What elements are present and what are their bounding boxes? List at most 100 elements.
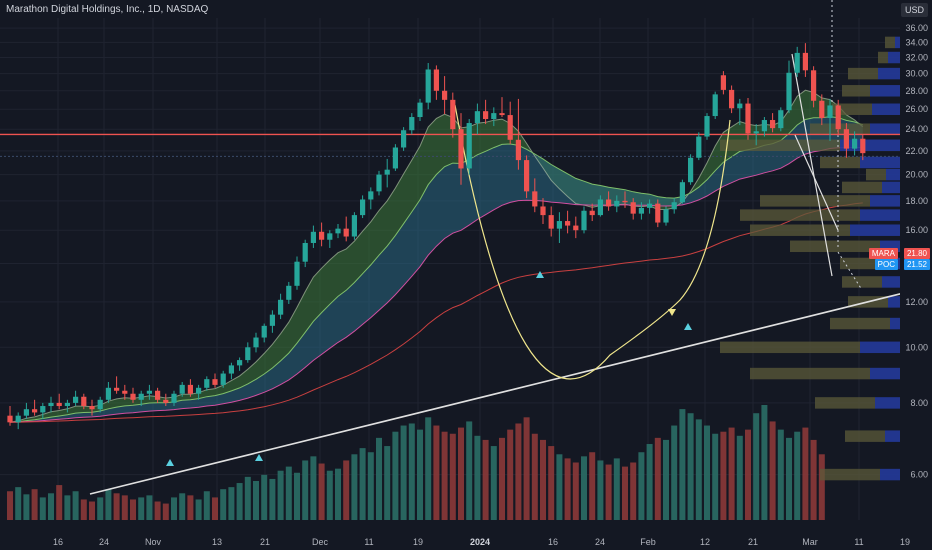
volume-bar: [80, 499, 87, 520]
volume-bar: [499, 437, 505, 520]
candle-body: [466, 123, 472, 169]
volume-bar: [244, 476, 251, 520]
volume-bar: [761, 405, 768, 520]
candle-body: [843, 129, 849, 149]
candle-body: [565, 221, 571, 226]
volume-bar: [802, 427, 809, 520]
volume-bar: [392, 431, 399, 520]
volume-bar: [769, 421, 776, 520]
candle-body: [392, 147, 398, 169]
price-axis[interactable]: 36.00 34.00 32.00 30.00 28.00 26.00 24.00 22.00…: [900, 0, 932, 550]
profile-bar-up: [790, 240, 880, 253]
profile-bar-up: [760, 195, 870, 207]
candle-body: [327, 233, 333, 240]
candle-body: [269, 314, 275, 326]
candle-body: [114, 387, 120, 391]
volume-bar: [736, 435, 743, 520]
candle-body: [524, 160, 530, 192]
profile-bar-up: [842, 85, 870, 97]
profile-bar-up: [832, 103, 872, 115]
candle-body: [827, 105, 833, 119]
signal-marker: [255, 454, 263, 461]
volume-bar: [203, 491, 210, 520]
candle-body: [532, 191, 538, 207]
volume-bar: [605, 464, 612, 520]
volume-bar: [7, 491, 13, 520]
volume-bar: [441, 431, 448, 520]
profile-bar-down: [850, 224, 900, 236]
volume-bar: [318, 463, 325, 520]
candle-body: [811, 70, 817, 101]
profile-bar-up: [885, 36, 895, 49]
volume-bar: [482, 439, 489, 520]
time-axis[interactable]: 16 24 Nov 13 21 Dec 11 19 2024 16 24 Feb 12 21 Mar 11 19: [53, 537, 910, 547]
volume-bar: [613, 458, 620, 520]
volume-bar: [351, 454, 358, 520]
volume-bar: [23, 494, 30, 520]
x-tick-label: Dec: [312, 537, 329, 547]
volume-bar: [548, 446, 555, 520]
candle-body: [794, 52, 800, 73]
candle-body: [622, 200, 628, 203]
poc-value: 21.52: [903, 259, 930, 270]
currency-badge[interactable]: USD: [900, 3, 928, 17]
volume-bar: [72, 491, 79, 520]
profile-bar-up: [750, 367, 870, 380]
candle-body: [655, 203, 661, 223]
candle-body: [278, 299, 284, 315]
candle-body: [753, 131, 759, 134]
profile-bar-down: [885, 430, 900, 442]
x-tick-label: 11: [364, 537, 373, 547]
candle-body: [679, 182, 685, 203]
volume-bar: [679, 409, 686, 520]
volume-bar: [408, 423, 415, 520]
volume-bar: [572, 462, 579, 520]
volume-bar: [367, 452, 374, 520]
profile-bar-up: [750, 224, 850, 236]
profile-bar-down: [890, 317, 900, 330]
volume-bar: [269, 478, 276, 520]
volume-bar: [687, 413, 694, 520]
y-tick-label: 6.00: [910, 470, 928, 480]
volume-bar: [466, 421, 473, 520]
chart-title: Marathon Digital Holdings, Inc., 1D, NAS…: [6, 4, 209, 15]
x-tick-label: 13: [212, 537, 222, 547]
candle-body: [163, 399, 169, 403]
candle-body: [146, 390, 152, 394]
volume-bar: [359, 448, 366, 520]
profile-bar-up: [820, 468, 880, 481]
profile-bar-up: [720, 139, 840, 152]
y-tick-label: 36.00: [905, 23, 928, 33]
profile-bar-down: [872, 103, 900, 115]
candle-body: [237, 360, 243, 366]
volume-bar: [89, 501, 95, 520]
y-tick-label: 10.00: [905, 342, 928, 352]
volume-bar: [433, 425, 440, 520]
candle-body: [204, 379, 210, 388]
volume-bar: [507, 429, 514, 520]
profile-bar-up: [842, 276, 882, 288]
profile-bar-down: [882, 276, 900, 288]
volume-bar: [490, 446, 497, 520]
profile-bar-down: [888, 296, 900, 308]
candle-body: [483, 111, 489, 120]
y-tick-label: 12.00: [905, 297, 928, 307]
volume-bar: [31, 489, 38, 520]
candle-body: [351, 215, 357, 237]
candle-body: [630, 202, 636, 214]
candle-body: [384, 169, 390, 175]
candle-body: [688, 157, 694, 183]
volume-bar: [220, 489, 227, 520]
profile-bar-down: [880, 240, 900, 253]
volume-bar: [417, 429, 423, 520]
candle-body: [228, 365, 234, 374]
candle-body: [130, 393, 136, 400]
x-tick-label: Mar: [802, 537, 818, 547]
volume-bar: [810, 439, 817, 520]
x-tick-label: 24: [595, 537, 605, 547]
candle-body: [474, 111, 480, 124]
volume-bar: [786, 437, 792, 520]
candle-body: [491, 113, 497, 120]
